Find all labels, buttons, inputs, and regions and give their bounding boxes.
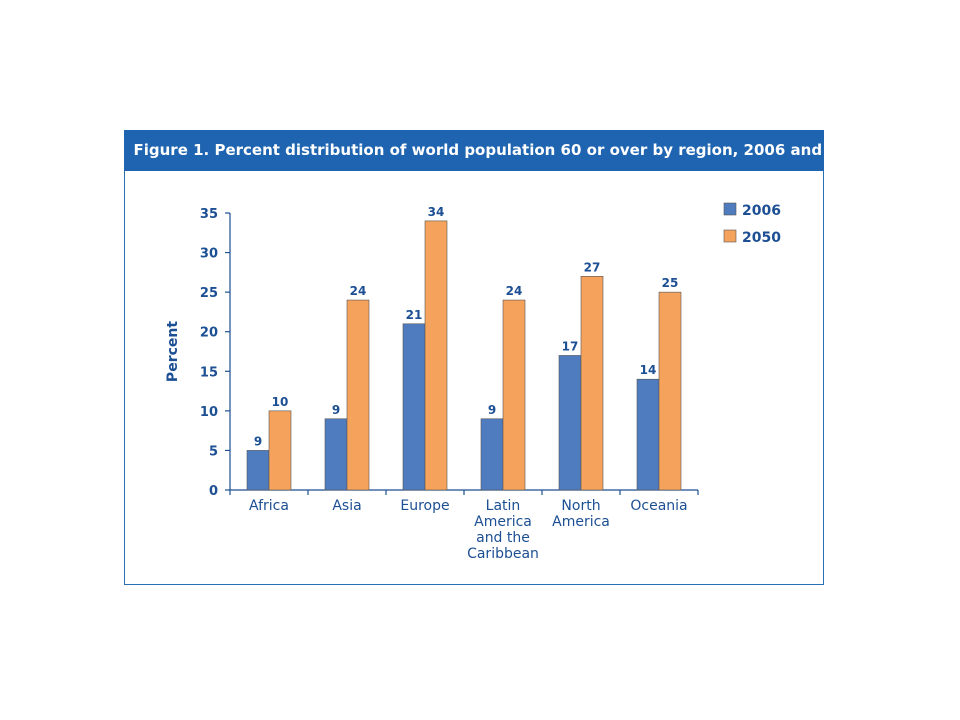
bar-value-label: 24: [350, 284, 367, 298]
y-tick-label: 10: [200, 405, 218, 420]
bar-value-label: 14: [640, 363, 657, 377]
y-tick-label: 20: [200, 326, 218, 341]
bar-2050-1: [346, 299, 370, 491]
bar-2050-2: [424, 220, 448, 491]
bar-2006-5: [636, 378, 660, 491]
bar-value-label: 24: [506, 284, 523, 298]
bar-2006-3: [480, 418, 504, 491]
bar-value-label: 21: [406, 308, 423, 322]
chart-title: Figure 1. Percent distribution of world …: [123, 130, 869, 171]
category-label: Africa: [249, 498, 289, 514]
bar-value-label: 10: [272, 395, 289, 409]
category-label: America: [474, 514, 532, 530]
bar-2050-0: [268, 410, 292, 491]
y-tick-label: 35: [200, 207, 218, 222]
bar-2050-5: [658, 291, 682, 491]
bar-2006-2: [402, 323, 426, 491]
y-tick-label: 15: [200, 365, 218, 380]
bar-chart: 0 5 10 15 20 25 30 35 Percent 9 10 Africa 9 24 Asia 21 3…: [165, 202, 781, 562]
bar-value-label: 27: [584, 260, 601, 274]
category-label: America: [552, 514, 610, 530]
legend-swatch-2050: [723, 229, 737, 243]
legend-label: 2006: [742, 203, 781, 219]
category-label: Oceania: [630, 498, 687, 514]
category-label: Latin: [486, 498, 521, 514]
bar-value-label: 17: [562, 339, 579, 353]
y-tick-label: 5: [209, 444, 218, 459]
legend-swatch-2006: [723, 202, 737, 216]
y-axis-label: Percent: [165, 321, 181, 382]
bar-value-label: 34: [428, 205, 445, 219]
category-label: Caribbean: [467, 546, 539, 562]
y-tick-label: 0: [209, 484, 218, 499]
bar-2006-1: [324, 418, 348, 491]
bar-value-label: 9: [488, 403, 496, 417]
bar-2050-3: [502, 299, 526, 491]
category-label: North: [561, 498, 600, 514]
bar-value-label: 9: [332, 403, 340, 417]
y-tick-label: 30: [200, 247, 218, 262]
legend-label: 2050: [742, 230, 781, 246]
category-label: and the: [476, 530, 530, 546]
y-tick-label: 25: [200, 286, 218, 301]
bar-2006-0: [246, 450, 270, 491]
category-label: Europe: [400, 498, 449, 514]
bar-value-label: 25: [662, 276, 679, 290]
figure-frame: Figure 1. Percent distribution of world …: [123, 130, 869, 585]
bar-value-label: 9: [254, 434, 262, 448]
bar-2050-4: [580, 276, 604, 491]
category-label: Asia: [332, 498, 361, 514]
bar-2006-4: [558, 355, 582, 491]
